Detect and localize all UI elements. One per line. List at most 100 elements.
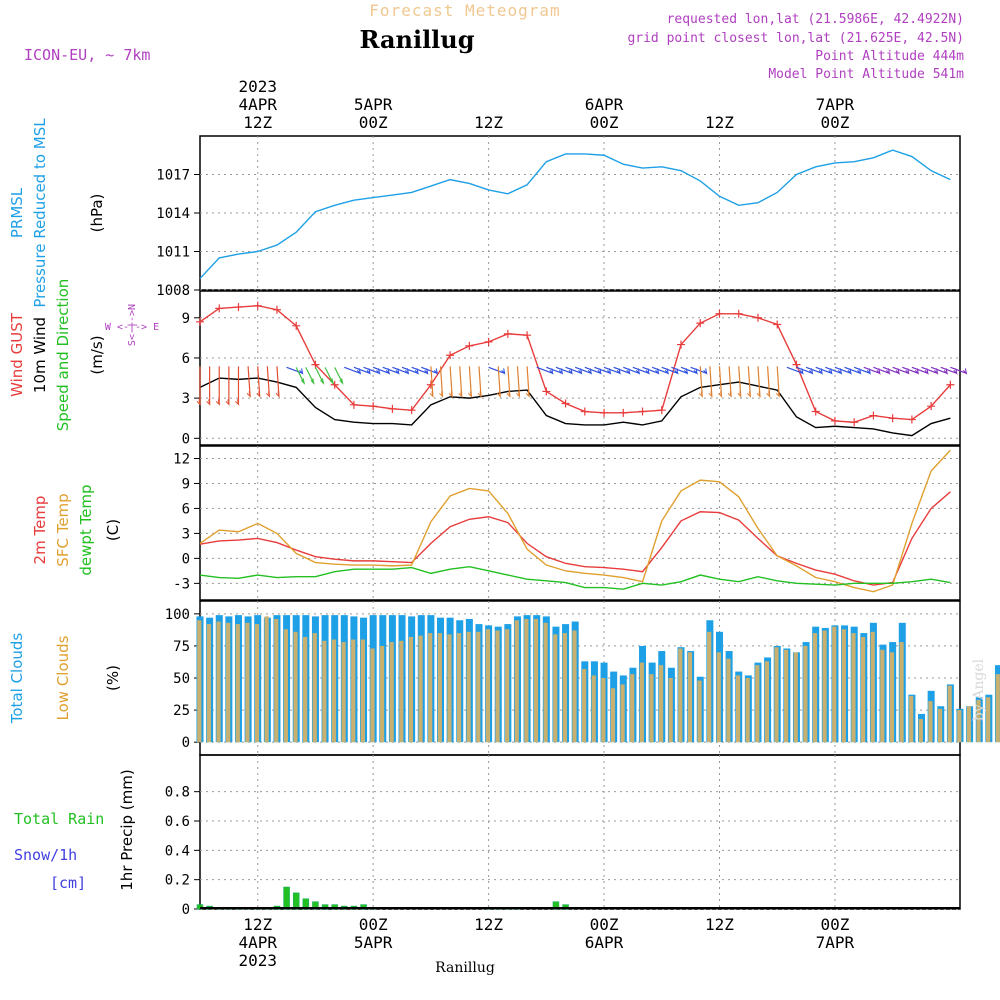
wind-arrowhead (339, 378, 344, 385)
gust-marker (927, 402, 936, 411)
y-tick-label: 0 (182, 735, 190, 751)
wind-arrow (468, 366, 472, 397)
low-cloud-bar (226, 622, 231, 743)
low-cloud-bar (870, 631, 875, 743)
low-cloud-bar (331, 639, 337, 743)
gust-marker (523, 331, 532, 340)
panel-ylabel: (C) (104, 519, 122, 541)
bottom-time-label: 7APR (816, 933, 855, 952)
wind-arrowhead (718, 391, 723, 398)
wind-arrowhead (703, 368, 708, 375)
wind-arrow (344, 366, 361, 374)
low-cloud-bar (543, 622, 548, 743)
wind-arrowhead (698, 391, 704, 398)
low-cloud-bar (591, 675, 596, 743)
wind-arrow (786, 366, 804, 374)
gust-marker (561, 399, 570, 408)
wind-arrowhead (429, 391, 434, 398)
low-cloud-bar (649, 674, 654, 743)
gust-marker (696, 319, 705, 328)
wind-arrow (565, 366, 582, 374)
low-cloud-bar (947, 685, 952, 743)
top-time-label: 00Z (820, 113, 849, 132)
low-cloud-bar (437, 633, 442, 743)
gust-marker (407, 406, 416, 415)
gust-marker (715, 309, 724, 318)
wind-arrow (526, 366, 530, 397)
wind-arrowhead (206, 399, 211, 406)
panel-ylabel: PRMSL (8, 187, 26, 238)
low-cloud-bar (197, 620, 202, 743)
watermark: by Angel (971, 658, 987, 721)
wind-arrowhead (329, 378, 334, 385)
y-tick-label: -3 (173, 576, 190, 592)
gust-marker (830, 416, 839, 425)
wind-arrow (613, 366, 630, 374)
panel-ylabel: 1hr Precip (mm) (118, 769, 136, 890)
bottom-time-label: 6APR (585, 933, 624, 952)
y-tick-label: 3 (182, 391, 190, 407)
wind-arrow (776, 366, 780, 397)
wind-arrow (680, 366, 698, 374)
wind-arrow (892, 366, 909, 374)
wind-arrow (930, 366, 948, 374)
series-line (199, 149, 951, 279)
top-time-label: 5APR (354, 95, 393, 114)
low-cloud-bar (774, 647, 779, 743)
bottom-time-label: 00Z (820, 915, 849, 934)
low-cloud-bar (379, 645, 385, 743)
bottom-time-label: 12Z (705, 915, 734, 934)
y-tick-label: 9 (182, 311, 190, 327)
gust-marker (792, 360, 801, 369)
y-tick-label: 0.2 (165, 873, 190, 889)
wind-arrow (709, 366, 713, 397)
wind-arrowhead (708, 391, 713, 398)
panel-ylabel: 10m Wind (31, 317, 49, 393)
wind-arrow (372, 366, 390, 374)
low-cloud-bar (851, 633, 856, 743)
wind-arrow (488, 366, 505, 374)
bottom-time-label: 2023 (238, 951, 277, 970)
gust-marker (446, 351, 455, 360)
gust-marker (773, 320, 782, 329)
wind-arrow (401, 366, 419, 374)
wind-arrow (796, 366, 813, 374)
low-cloud-bar (697, 680, 702, 743)
requested-coords: requested lon,lat (21.5986E, 42.4922N) (667, 12, 964, 27)
low-cloud-bar (447, 634, 452, 743)
y-tick-label: 9 (182, 476, 190, 492)
low-cloud-bar (505, 629, 510, 743)
low-cloud-bar (533, 618, 539, 743)
low-cloud-bar (735, 675, 741, 743)
wind-arrow (363, 366, 380, 374)
wind-arrow (844, 366, 861, 374)
gust-marker (811, 407, 820, 416)
y-tick-label: 0.6 (165, 814, 190, 830)
wind-arrow (449, 366, 453, 397)
wind-arrowhead (963, 368, 968, 375)
gust-marker (196, 317, 204, 326)
low-cloud-bar (274, 618, 279, 743)
low-cloud-bar (360, 639, 365, 743)
panel-ylabels: PRMSL Pressure Reduced to MSL (hPa) Wind GU… (8, 118, 159, 892)
low-cloud-bar (264, 616, 269, 743)
wind-arrowhead (468, 391, 473, 398)
y-tick-label: 3 (182, 526, 190, 542)
y-tick-label: 1017 (156, 168, 190, 184)
wind-arrow (516, 366, 521, 397)
low-cloud-bar (793, 652, 798, 743)
panel-ylabel: Speed and Direction (54, 279, 72, 432)
series-line (199, 377, 951, 437)
panel-ylabel: (m/s) (88, 335, 106, 374)
panel-frame (199, 754, 961, 910)
wind-arrow (651, 366, 669, 374)
wind-arrowhead (275, 391, 280, 398)
wind-arrow (911, 366, 929, 374)
panel-ylabel: Wind GUST (8, 312, 26, 397)
gust-marker (330, 380, 339, 389)
low-cloud-bar (639, 662, 644, 743)
wind-arrowhead (766, 391, 771, 398)
panel-temperature: -3 0 3 6 9 12 (173, 445, 961, 601)
